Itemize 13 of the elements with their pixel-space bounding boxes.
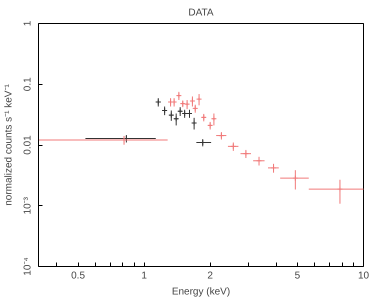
y-tick-label: 10⁻⁴ [22, 257, 34, 276]
x-tick-label: 5 [294, 270, 301, 282]
x-tick-label: 10 [358, 270, 370, 282]
x-tick-label: 0.5 [71, 270, 86, 282]
chart-title: DATA [188, 8, 214, 18]
x-tick-label: 2 [207, 270, 214, 282]
y-tick-label: 1 [22, 20, 34, 26]
y-tick-label: 0.01 [22, 134, 34, 155]
y-axis-title: normalized counts s⁻¹ keV⁻¹ [4, 84, 14, 206]
x-axis-title: Energy (keV) [172, 286, 230, 298]
y-tick-label: 0.1 [22, 76, 34, 92]
x-tick-label: 1 [141, 270, 148, 282]
y-tick-label: 10⁻³ [22, 196, 34, 214]
